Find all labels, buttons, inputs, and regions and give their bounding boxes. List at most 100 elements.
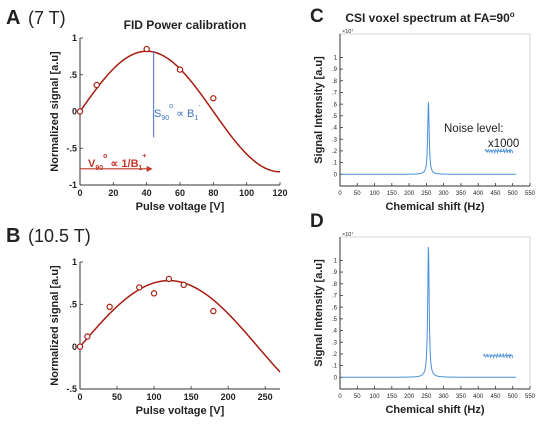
v90-part: 90 — [95, 165, 103, 172]
y-tick-label: .3 — [332, 137, 338, 143]
spectrum-line — [341, 247, 517, 378]
v90-arrowhead — [146, 165, 153, 172]
data-point — [180, 281, 187, 289]
y-tick-label: .9 — [332, 67, 338, 73]
x-tick-label: 200 — [221, 392, 236, 402]
noise-factor-label: x1000 — [488, 138, 519, 150]
y-tick-label: .7 — [332, 91, 338, 97]
s90-part: ∝ B — [173, 108, 194, 120]
data-point — [93, 81, 100, 89]
y-tick-label: .5 — [69, 70, 77, 80]
x-tick-label: 350 — [456, 394, 467, 400]
panel-c-title-sup: o — [510, 10, 515, 19]
x-tick-label: 300 — [439, 191, 450, 197]
panel-field-a: (7 T) — [28, 8, 66, 28]
data-point — [165, 275, 173, 283]
data-point — [76, 108, 84, 115]
data-point — [84, 333, 91, 340]
y-tick-label: 0 — [334, 172, 338, 178]
y-tick-label: .5 — [69, 299, 77, 309]
x-tick-label: 100 — [147, 392, 162, 402]
y-tick-label: .1 — [332, 364, 338, 370]
x-tick-label: 60 — [175, 188, 185, 198]
x-tick-label: 150 — [184, 392, 199, 402]
x-axis-label: Chemical shift (Hz) — [385, 404, 484, 416]
v90-part: o — [103, 153, 107, 160]
x-tick-label: 150 — [387, 191, 398, 197]
x-tick-label: 200 — [404, 191, 415, 197]
y-tick-label: .4 — [332, 329, 338, 335]
y-tick-label: 1 — [72, 33, 77, 43]
y-tick-label: .3 — [332, 340, 338, 346]
y-tick-label: -.5 — [66, 143, 77, 153]
y-tick-label: 0 — [72, 107, 77, 117]
s90-part: 90 — [161, 115, 169, 122]
x-tick-label: 100 — [370, 191, 381, 197]
x-axis-label: Chemical shift (Hz) — [385, 201, 484, 213]
data-point — [76, 343, 84, 350]
panel-label-d: D — [310, 211, 324, 232]
y-axis-label: Signal Intensity [a.u] — [313, 259, 325, 367]
x-axis-label: Pulse voltage [V] — [136, 405, 225, 417]
noise-inset — [484, 147, 514, 155]
panel-label-a: A — [6, 7, 20, 29]
s90-part: o — [169, 103, 173, 110]
y-tick-label: 0 — [334, 375, 338, 381]
noise-inset — [482, 352, 514, 360]
y-tick-label: .5 — [332, 317, 338, 323]
axes-frame — [339, 236, 531, 390]
x-tick-label: 100 — [370, 394, 381, 400]
x-tick-label: 250 — [258, 392, 273, 402]
x-tick-label: 250 — [421, 394, 432, 400]
y-tick-label: .8 — [332, 79, 338, 85]
fit-curve — [79, 279, 281, 373]
y-tick-label: -.5 — [66, 384, 77, 394]
x-tick-label: 200 — [404, 394, 415, 400]
x-tick-label: 500 — [508, 394, 519, 400]
x-tick-label: 80 — [208, 188, 218, 198]
data-point — [136, 284, 143, 291]
x-tick-label: 350 — [456, 191, 467, 197]
y-tick-label: .6 — [332, 305, 338, 311]
x-tick-label: 300 — [439, 394, 450, 400]
data-point — [176, 66, 184, 73]
y-tick-label: 1 — [334, 258, 338, 264]
y-tick-label: -1 — [69, 180, 77, 190]
y-tick-label: .7 — [332, 294, 338, 300]
x-tick-label: 550 — [525, 191, 536, 197]
s90-label: S90o ∝ B1- — [154, 103, 201, 122]
x-tick-label: 50 — [354, 191, 361, 197]
y-tick-label: .2 — [332, 149, 338, 155]
panel-label-b: B — [6, 225, 20, 247]
x-tick-label: 0 — [77, 188, 82, 198]
y-tick-label: 1 — [334, 55, 338, 61]
y-exponent: ×10⁷ — [342, 231, 353, 238]
v90-part: ∝ 1/B — [107, 158, 138, 170]
y-tick-label: .1 — [332, 161, 338, 167]
panel-label-c: C — [310, 6, 324, 27]
y-tick-label: .8 — [332, 282, 338, 288]
data-point — [210, 307, 217, 315]
v90-part: + — [142, 153, 146, 160]
x-tick-label: 250 — [421, 191, 432, 197]
y-tick-label: .4 — [332, 126, 338, 132]
s90-part: S — [154, 108, 161, 120]
data-point — [106, 303, 113, 311]
x-tick-label: 120 — [272, 188, 287, 198]
x-tick-label: 450 — [490, 191, 501, 197]
x-tick-label: 400 — [473, 394, 484, 400]
x-tick-label: 400 — [473, 191, 484, 197]
x-tick-label: 0 — [338, 394, 342, 400]
x-tick-label: 100 — [239, 188, 254, 198]
s90-part: - — [198, 103, 201, 110]
y-axis-label: Normalized signal [a.u] — [49, 265, 61, 386]
y-tick-label: .5 — [332, 114, 338, 120]
y-exponent: ×10⁷ — [342, 28, 353, 35]
spectrum-line — [341, 102, 517, 175]
axes-frame — [339, 33, 531, 187]
y-axis-label: Normalized signal [a.u] — [49, 51, 61, 172]
x-axis-label: Pulse voltage [V] — [136, 201, 225, 213]
s90-part: 1 — [194, 115, 198, 122]
